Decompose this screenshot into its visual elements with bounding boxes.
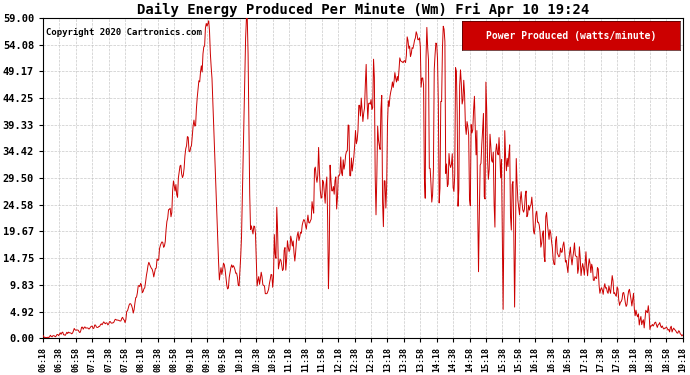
Text: Copyright 2020 Cartronics.com: Copyright 2020 Cartronics.com xyxy=(46,28,202,37)
Title: Daily Energy Produced Per Minute (Wm) Fri Apr 10 19:24: Daily Energy Produced Per Minute (Wm) Fr… xyxy=(137,3,589,17)
